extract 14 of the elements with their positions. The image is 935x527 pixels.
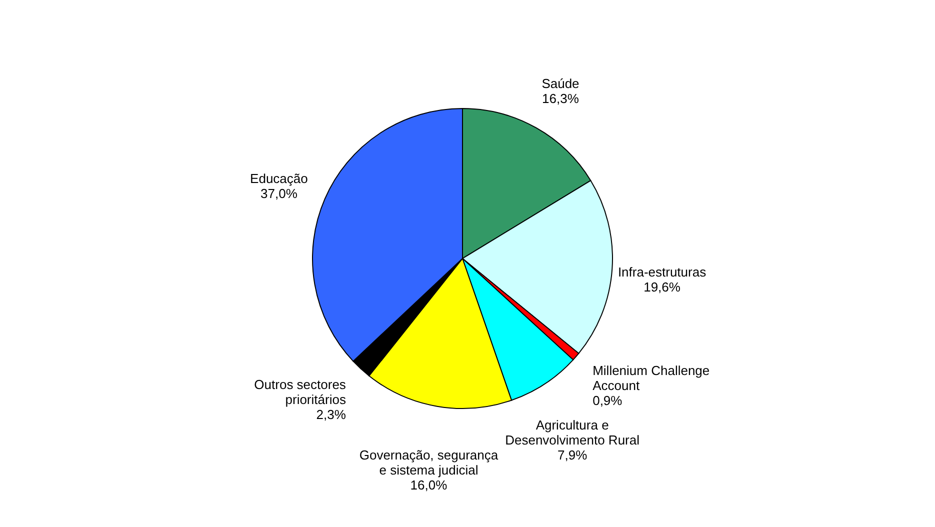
slice-label: Outros sectores prioritários	[254, 376, 346, 407]
data-label: 2,3%	[316, 406, 346, 422]
data-label: 16,0%	[410, 478, 448, 493]
slice-label: Governação, segurança e sistema judicial	[359, 448, 499, 478]
data-label: 7,9%	[557, 448, 588, 463]
data-label: 19,6%	[644, 279, 681, 294]
slice-label: Agricultura e Desenvolvimento Rural	[505, 418, 640, 448]
slice-label: Educação	[250, 171, 308, 186]
data-label: 16,3%	[542, 91, 580, 106]
slice-label: Infra-estruturas	[618, 264, 707, 280]
data-label: 37,0%	[260, 186, 298, 202]
data-label: 0,9%	[592, 393, 623, 408]
slice-label: Millenium Challenge Account	[592, 363, 710, 394]
slice-label: Saúde	[542, 76, 580, 92]
